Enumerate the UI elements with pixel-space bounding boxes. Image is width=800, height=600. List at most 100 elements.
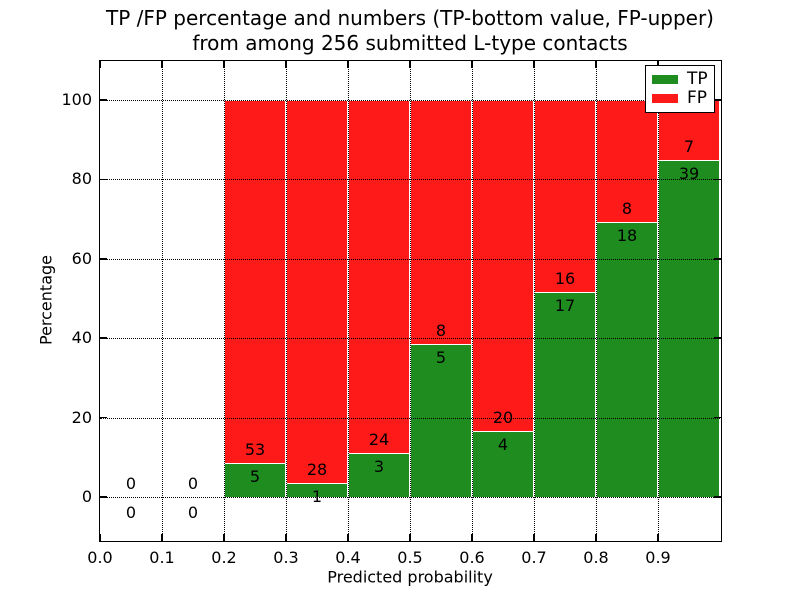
x-tick-mark	[161, 534, 163, 541]
tp-count-label: 1	[311, 487, 323, 507]
legend-row: TP	[652, 70, 714, 89]
y-tick-mark	[100, 337, 107, 339]
x-tick-mark	[100, 534, 101, 541]
legend-swatch-tp	[652, 75, 678, 84]
tp-count-label: 17	[554, 296, 576, 316]
x-tick-mark	[409, 61, 411, 68]
fp-count-label: 8	[435, 321, 447, 341]
x-tick-mark	[285, 61, 287, 68]
x-tick-label: 0.7	[521, 548, 547, 567]
x-tick-label: 0.4	[335, 548, 361, 567]
x-tick-label: 0.6	[459, 548, 485, 567]
v-gridline	[534, 61, 535, 540]
x-tick-mark	[285, 534, 287, 541]
x-tick-label: 0.2	[211, 548, 237, 567]
x-tick-label: 0.8	[583, 548, 609, 567]
v-gridline	[658, 61, 659, 540]
fp-count-label: 20	[492, 407, 514, 427]
x-tick-mark	[409, 534, 411, 541]
fp-count-label: 28	[306, 460, 328, 480]
x-tick-label: 0.0	[87, 548, 113, 567]
plot-area: 0 0 0 0 53 5 28 1 24 3 8 5 20 4 16 17 8 18 7 39	[99, 60, 722, 542]
legend-swatch-fp	[652, 94, 678, 103]
fp-count-label: 8	[621, 199, 633, 219]
tp-count-label: 3	[373, 456, 385, 476]
bar-tp-segment	[224, 462, 286, 498]
chart-title-line1: TP /FP percentage and numbers (TP-bottom…	[106, 6, 714, 30]
legend-label: FP	[687, 88, 708, 108]
v-gridline	[162, 61, 163, 540]
x-tick-label: 0.3	[273, 548, 299, 567]
y-tick-label: 100	[61, 89, 92, 109]
v-gridline	[224, 61, 225, 540]
x-tick-mark	[347, 534, 349, 541]
x-tick-mark	[471, 61, 473, 68]
y-tick-mark	[100, 178, 107, 181]
fp-count-label: 7	[683, 137, 695, 157]
chart-title: TP /FP percentage and numbers (TP-bottom…	[106, 6, 714, 56]
x-tick-mark	[533, 534, 535, 541]
bar-tp-segment	[348, 452, 410, 498]
bar-fp-segment	[286, 99, 348, 484]
x-tick-mark	[161, 61, 163, 68]
x-tick-mark	[595, 534, 597, 541]
y-tick-mark	[714, 178, 721, 181]
y-tick-label: 60	[71, 248, 92, 268]
x-tick-mark	[223, 61, 225, 68]
v-gridline	[472, 61, 473, 540]
x-tick-mark	[223, 534, 225, 541]
bar-fp-segment	[534, 99, 596, 293]
fp-count-label: 16	[554, 269, 576, 289]
y-tick-mark	[100, 496, 107, 498]
y-tick-mark	[100, 99, 107, 101]
y-tick-mark	[714, 496, 721, 498]
x-tick-mark	[595, 61, 597, 68]
x-tick-mark	[657, 534, 659, 541]
y-tick-mark	[714, 258, 721, 260]
bar-fp-segment	[410, 99, 472, 345]
x-tick-label: 0.9	[645, 548, 671, 567]
tp-count-label: 4	[497, 434, 509, 454]
fp-count-label: 24	[368, 429, 390, 449]
bar-tp-segment	[472, 430, 534, 498]
tp-count-label: 0	[125, 503, 137, 523]
y-tick-mark	[714, 416, 721, 419]
y-tick-label: 40	[71, 328, 92, 348]
v-gridline	[348, 61, 349, 540]
legend: TP FP	[645, 65, 715, 113]
x-axis-label: Predicted probability	[327, 567, 493, 587]
x-tick-label: 0.5	[397, 548, 423, 567]
x-tick-mark	[533, 61, 535, 68]
tp-count-label: 18	[616, 226, 638, 246]
fp-count-label: 0	[187, 474, 199, 494]
y-tick-mark	[714, 337, 721, 339]
x-tick-mark	[100, 61, 101, 68]
y-tick-mark	[714, 99, 721, 101]
y-tick-mark	[100, 258, 107, 260]
tp-count-label: 0	[187, 503, 199, 523]
bar-tp-segment	[658, 160, 720, 498]
bar-tp-segment	[534, 292, 596, 498]
fp-count-label: 0	[125, 474, 137, 494]
tp-count-label: 5	[249, 466, 261, 486]
tp-count-label: 39	[678, 164, 700, 184]
fp-count-label: 53	[244, 439, 266, 459]
legend-label: TP	[687, 69, 708, 89]
y-tick-label: 0	[81, 487, 92, 507]
chart-title-line2: from among 256 submitted L-type contacts	[192, 31, 628, 55]
bar-tp-segment	[410, 344, 472, 498]
x-tick-mark	[471, 534, 473, 541]
bar-tp-segment	[596, 222, 658, 498]
v-gridline	[286, 61, 287, 540]
x-tick-mark	[347, 61, 349, 68]
tp-count-label: 5	[435, 348, 447, 368]
y-tick-label: 80	[71, 169, 92, 189]
y-tick-label: 20	[71, 407, 92, 427]
bar-fp-segment	[224, 99, 286, 463]
v-gridline	[596, 61, 597, 540]
bar-fp-segment	[348, 99, 410, 453]
legend-row: FP	[652, 89, 714, 108]
x-tick-mark	[657, 61, 659, 68]
bar-fp-segment	[472, 99, 534, 431]
